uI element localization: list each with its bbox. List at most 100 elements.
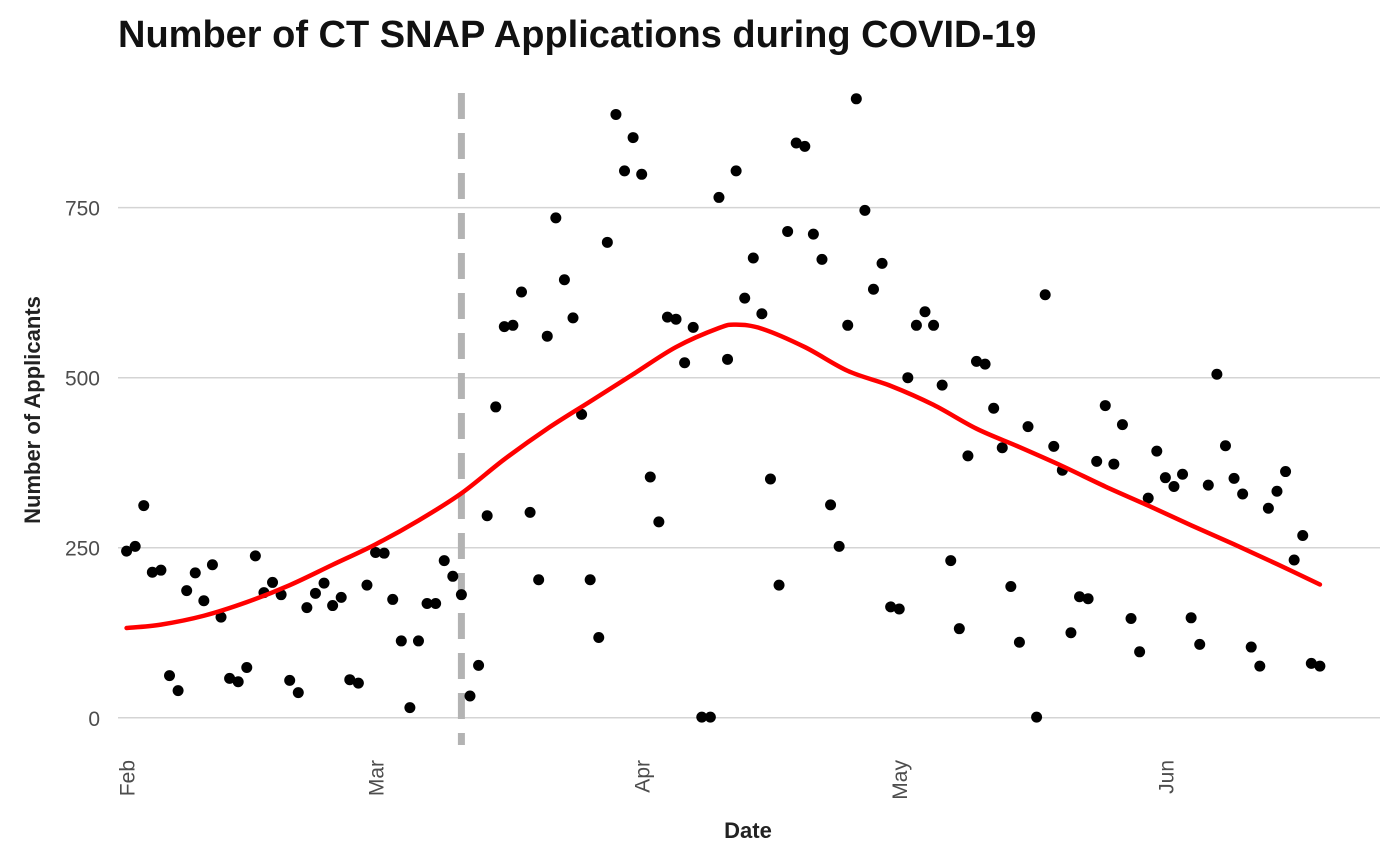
data-point <box>747 252 759 264</box>
data-point <box>361 579 373 591</box>
data-point <box>816 253 828 265</box>
data-point <box>430 598 442 610</box>
data-point <box>867 283 879 295</box>
data-point <box>696 711 708 723</box>
x-tick-label: May <box>889 760 912 800</box>
data-point <box>962 450 974 462</box>
data-point <box>584 574 596 586</box>
chart-title: Number of CT SNAP Applications during CO… <box>118 14 1037 56</box>
y-axis-title: Number of Applicants <box>20 296 45 524</box>
x-tick-label: Jun <box>1155 760 1178 794</box>
data-point <box>953 623 965 635</box>
data-point <box>1013 636 1025 648</box>
y-tick-label: 750 <box>65 198 100 221</box>
data-point <box>1151 445 1163 457</box>
data-point <box>687 321 699 333</box>
x-axis-title: Date <box>724 818 772 843</box>
data-point <box>1202 479 1214 491</box>
data-point <box>704 711 716 723</box>
data-point <box>1116 419 1128 431</box>
data-point <box>515 286 527 298</box>
data-point <box>447 570 459 582</box>
data-point <box>327 600 339 612</box>
data-point <box>1185 612 1197 624</box>
data-point <box>541 330 553 342</box>
data-point <box>1125 612 1137 624</box>
data-point <box>825 499 837 511</box>
data-point <box>1297 529 1309 541</box>
data-point <box>507 319 519 331</box>
x-tick-label: Feb <box>117 760 140 796</box>
data-point <box>807 228 819 240</box>
data-point <box>1159 472 1171 484</box>
data-point <box>524 506 536 518</box>
data-point <box>850 93 862 105</box>
y-tick-labels: 0 250 500 750 <box>65 198 100 731</box>
data-point <box>601 236 613 248</box>
data-point <box>352 677 364 689</box>
data-point <box>1065 627 1077 639</box>
data-point <box>464 690 476 702</box>
data-point <box>1039 289 1051 301</box>
data-point <box>1237 488 1249 500</box>
data-point <box>593 632 605 644</box>
data-point <box>764 473 776 485</box>
data-point <box>455 589 467 601</box>
data-point <box>198 595 210 607</box>
data-point <box>1314 660 1326 672</box>
data-point <box>1022 421 1034 433</box>
data-point <box>309 587 321 599</box>
data-point <box>232 676 244 688</box>
smooth-trend-line <box>124 322 1323 631</box>
data-point <box>773 579 785 591</box>
data-point <box>842 319 854 331</box>
data-point <box>164 670 176 682</box>
data-point <box>1254 660 1266 672</box>
data-point <box>404 702 416 714</box>
data-point <box>224 672 236 684</box>
data-point <box>1108 458 1120 470</box>
data-point <box>1142 492 1154 504</box>
data-point <box>241 661 253 673</box>
data-point <box>739 292 751 304</box>
data-point <box>421 598 433 610</box>
data-point <box>1031 711 1043 723</box>
data-point <box>155 564 167 576</box>
data-point <box>498 321 510 333</box>
data-point <box>189 567 201 579</box>
data-point <box>172 685 184 697</box>
data-point <box>1005 581 1017 593</box>
data-point <box>1271 485 1283 497</box>
data-point <box>661 311 673 323</box>
data-point <box>1194 638 1206 650</box>
data-point <box>1091 455 1103 467</box>
data-point <box>679 357 691 369</box>
data-point <box>644 471 656 483</box>
gridlines <box>118 206 1380 719</box>
data-point <box>610 108 622 120</box>
data-point <box>790 137 802 149</box>
data-point <box>567 312 579 324</box>
data-point <box>876 257 888 269</box>
data-point <box>910 319 922 331</box>
data-point <box>893 603 905 615</box>
data-point <box>490 401 502 413</box>
data-point <box>412 635 424 647</box>
x-tick-labels: Feb Mar Apr May Jun <box>117 760 1179 800</box>
data-point <box>902 372 914 384</box>
data-point <box>344 674 356 686</box>
data-point <box>301 602 313 614</box>
data-point <box>438 555 450 567</box>
data-point <box>653 516 665 528</box>
data-point <box>996 442 1008 454</box>
data-point <box>1134 646 1146 658</box>
data-point <box>1211 368 1223 380</box>
data-point <box>833 540 845 552</box>
data-point <box>318 577 330 589</box>
data-point <box>1305 657 1317 669</box>
data-point <box>395 635 407 647</box>
data-point <box>370 547 382 559</box>
data-point <box>378 547 390 559</box>
y-tick-label: 0 <box>88 708 100 731</box>
